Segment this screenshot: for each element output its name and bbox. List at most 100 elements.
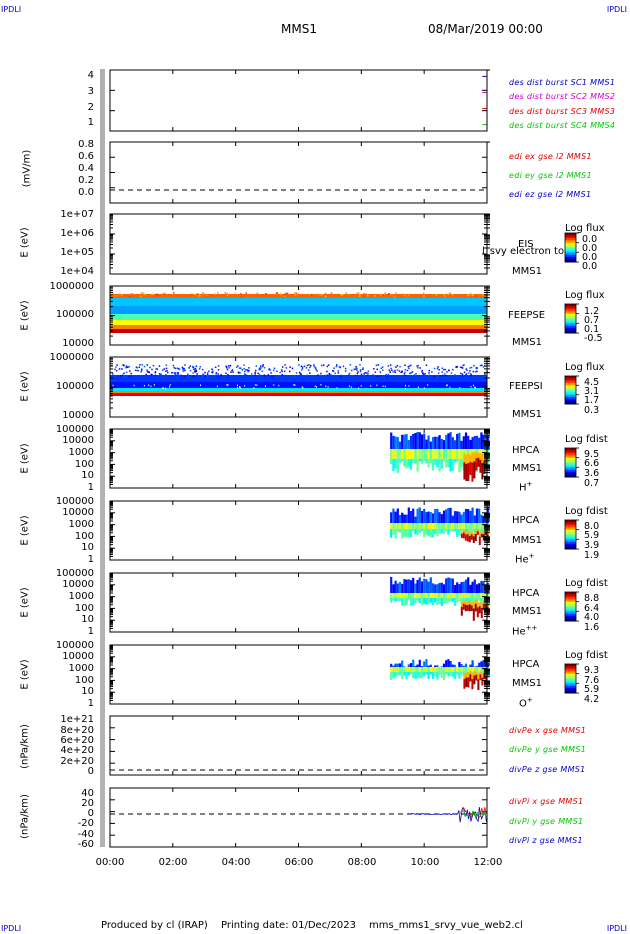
spectrogram-speckle (446, 371, 448, 373)
spectrogram-speckle (294, 384, 296, 386)
spectrogram-band (480, 661, 483, 667)
spectrogram-band (460, 667, 463, 672)
spectrogram-band (110, 393, 487, 396)
spectrogram-speckle (265, 385, 266, 387)
spectrogram-speckle (483, 375, 486, 378)
spectrogram-band (471, 581, 474, 593)
spectrogram-band (445, 449, 448, 459)
spectrogram-band (447, 577, 450, 593)
spectrogram-band (463, 678, 466, 689)
spectrogram-band (425, 449, 428, 459)
spectrogram-band (396, 523, 399, 529)
spectrogram-speckle (444, 373, 446, 375)
spectrogram-band (462, 665, 465, 667)
colorbar-segment (565, 455, 576, 459)
spectrogram-band (416, 449, 419, 459)
panel-species-label: He++ (512, 624, 538, 638)
spectrogram-band (438, 459, 441, 472)
spectrogram-speckle (245, 375, 247, 377)
spectrogram-speckle (350, 386, 352, 388)
y-tick: 4e+20 (60, 745, 94, 756)
spectrogram-band (416, 672, 419, 679)
spectrogram-speckle (243, 373, 246, 375)
spectrogram-speckle (262, 364, 264, 366)
spectrogram-band (110, 329, 487, 333)
spectrogram-band (451, 672, 454, 678)
spectrogram-band (440, 439, 443, 449)
spectrogram-band (407, 664, 410, 667)
spectrogram-speckle (356, 369, 358, 371)
spectrogram-band (471, 593, 474, 598)
colorbar-segment (565, 529, 576, 533)
spectrogram-speckle (143, 365, 146, 368)
spectrogram-speckle (315, 369, 317, 371)
spectrogram-band (416, 579, 419, 593)
spectrogram-speckle (449, 292, 451, 294)
spectrogram-band (394, 449, 397, 459)
colorbar-title: Log flux (565, 290, 605, 301)
spectrogram-band (407, 667, 410, 672)
colorbar-segment (565, 464, 576, 468)
spectrogram-band (475, 667, 479, 672)
spectrogram-band (405, 667, 408, 672)
spectrogram-band (469, 598, 472, 603)
spectrogram-band (473, 670, 476, 676)
colorbar-segment (565, 383, 576, 386)
spectrogram-band (412, 529, 415, 532)
spectrogram-speckle (258, 373, 261, 376)
spectrogram-speckle (392, 371, 394, 373)
spectrogram-speckle (114, 368, 116, 371)
spectrogram-band (431, 593, 435, 598)
spectrogram-band (390, 449, 393, 459)
spectrogram-speckle (388, 369, 391, 371)
spectrogram-speckle (239, 386, 241, 388)
spectrogram-band (427, 459, 430, 468)
spectrogram-band (401, 583, 404, 593)
spectrogram-band (447, 598, 450, 603)
spectrogram-band (480, 432, 483, 449)
spectrogram-band (409, 435, 413, 449)
spectrogram-speckle (254, 373, 256, 375)
y-tick: 10000 (62, 651, 94, 662)
spectrogram-speckle (299, 372, 301, 374)
spectrogram-band (445, 667, 448, 672)
spectrogram-speckle (467, 294, 470, 296)
spectrogram-speckle (356, 367, 358, 369)
spectrogram-band (416, 529, 419, 535)
spectrogram-speckle (261, 370, 264, 372)
spectrogram-band (418, 507, 421, 523)
spectrogram-speckle (162, 387, 164, 389)
spectrogram-speckle (128, 295, 131, 298)
colorbar-segment (565, 671, 576, 675)
spectrogram-speckle (413, 374, 416, 376)
colorbar-segment (565, 664, 576, 667)
colorbar-segment (565, 606, 576, 610)
spectrogram-speckle (246, 374, 248, 377)
spectrogram-band (466, 530, 469, 535)
spectrogram-band (453, 598, 457, 606)
spectrogram-speckle (245, 292, 247, 294)
spectrogram-band (390, 593, 393, 598)
spectrogram-speckle (194, 293, 196, 296)
spectrogram-band (418, 667, 421, 672)
spectrogram-band (442, 440, 446, 449)
colorbar-segment (565, 534, 576, 538)
spectrogram-speckle (422, 372, 424, 375)
colorbar-segment (565, 397, 576, 400)
y-tick: 10000 (62, 338, 94, 349)
spectrogram-band (396, 583, 399, 593)
spectrogram-speckle (330, 374, 332, 376)
spectrogram-band (425, 529, 428, 535)
colorbar-segment (565, 469, 576, 473)
colorbar-segment (565, 520, 576, 523)
spectrogram-band (445, 434, 448, 449)
spectrogram-speckle (195, 365, 198, 367)
spectrogram-band (412, 659, 415, 667)
colorbar-segment (565, 616, 576, 620)
spectrogram-speckle (232, 371, 234, 373)
spectrogram-band (412, 672, 415, 679)
spectrogram-band (440, 672, 443, 678)
spectrogram-band (401, 434, 404, 449)
spectrogram-speckle (389, 364, 392, 366)
spectrogram-speckle (443, 293, 445, 296)
